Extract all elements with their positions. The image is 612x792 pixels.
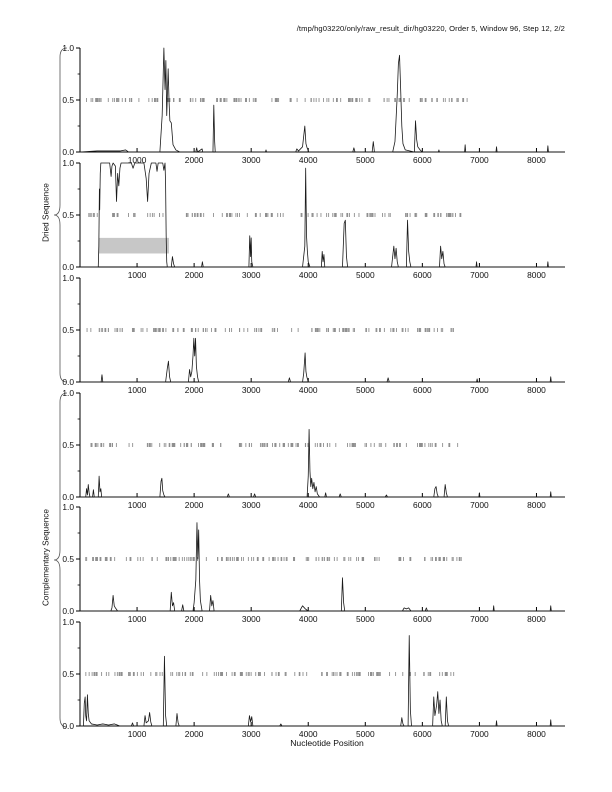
series-complementary-1 [80, 429, 565, 498]
svg-text:2000: 2000 [185, 614, 204, 624]
svg-text:8000: 8000 [527, 270, 546, 280]
svg-text:3000: 3000 [242, 729, 261, 739]
series-complementary-3 [80, 635, 565, 727]
svg-text:0.0: 0.0 [62, 262, 74, 272]
svg-text:5000: 5000 [356, 155, 375, 165]
svg-text:2000: 2000 [185, 270, 204, 280]
svg-text:1.0: 1.0 [62, 158, 74, 168]
svg-text:6000: 6000 [413, 270, 432, 280]
svg-text:8000: 8000 [527, 500, 546, 510]
svg-text:8000: 8000 [527, 155, 546, 165]
svg-text:4000: 4000 [299, 614, 318, 624]
series-complementary-2 [80, 522, 565, 612]
svg-text:3000: 3000 [242, 614, 261, 624]
svg-text:0.5: 0.5 [62, 669, 74, 679]
svg-text:1000: 1000 [128, 385, 147, 395]
svg-text:1.0: 1.0 [62, 273, 74, 283]
svg-text:3000: 3000 [242, 270, 261, 280]
group-braces [53, 47, 68, 728]
svg-text:6000: 6000 [413, 729, 432, 739]
svg-text:0.5: 0.5 [62, 440, 74, 450]
svg-text:3000: 3000 [242, 500, 261, 510]
svg-text:6000: 6000 [413, 155, 432, 165]
svg-text:5000: 5000 [356, 385, 375, 395]
svg-text:7000: 7000 [470, 614, 489, 624]
group-label-complementary-sequence: Complementary Sequence [41, 509, 51, 606]
svg-text:1000: 1000 [128, 500, 147, 510]
panel-svg-2: 1.0 0.5 0.0 1000 2000 3000 4000 5000 6000 7000 800… [62, 158, 565, 280]
panel-svg-3: 1.0 0.5 0.0 1000 2000 3000 4000 5000 6000 7000 800… [62, 273, 565, 395]
svg-text:8000: 8000 [527, 729, 546, 739]
svg-text:8000: 8000 [527, 385, 546, 395]
svg-text:4000: 4000 [299, 729, 318, 739]
svg-text:7000: 7000 [470, 385, 489, 395]
series-dried-1 [79, 47, 565, 153]
svg-text:6000: 6000 [413, 614, 432, 624]
svg-text:0.5: 0.5 [62, 325, 74, 335]
group-label-dried-sequence: Dried Sequence [41, 183, 51, 242]
series-dried-3 [80, 337, 565, 383]
svg-text:4000: 4000 [299, 155, 318, 165]
svg-text:1.0: 1.0 [62, 388, 74, 398]
svg-text:0.5: 0.5 [62, 554, 74, 564]
svg-text:7000: 7000 [470, 155, 489, 165]
svg-text:5000: 5000 [356, 500, 375, 510]
series-dried-2 [80, 162, 565, 268]
svg-text:0.0: 0.0 [62, 492, 74, 502]
svg-text:0.0: 0.0 [62, 606, 74, 616]
svg-text:1000: 1000 [128, 155, 147, 165]
svg-text:5000: 5000 [356, 614, 375, 624]
svg-text:2000: 2000 [185, 385, 204, 395]
svg-text:1000: 1000 [128, 729, 147, 739]
svg-text:4000: 4000 [299, 270, 318, 280]
svg-text:1000: 1000 [128, 270, 147, 280]
svg-text:1.0: 1.0 [62, 617, 74, 627]
svg-text:6000: 6000 [413, 385, 432, 395]
svg-text:0.5: 0.5 [62, 95, 74, 105]
svg-text:5000: 5000 [356, 270, 375, 280]
svg-text:2000: 2000 [185, 729, 204, 739]
svg-text:4000: 4000 [299, 385, 318, 395]
svg-text:0.0: 0.0 [62, 721, 74, 731]
svg-text:0.0: 0.0 [62, 377, 74, 387]
plot-title: /tmp/hg03220/only/raw_result_dir/hg03220… [296, 24, 565, 33]
panel-svg-5: 1.0 0.5 0.0 1000 2000 3000 4000 5000 6000 7000 800… [62, 502, 565, 624]
panel-svg-4: 1.0 0.5 0.0 1000 2000 3000 4000 5000 6000 7000 800… [62, 388, 565, 510]
svg-text:3000: 3000 [242, 385, 261, 395]
svg-text:1.0: 1.0 [62, 43, 74, 53]
svg-text:2000: 2000 [185, 155, 204, 165]
svg-text:4000: 4000 [299, 500, 318, 510]
svg-text:1000: 1000 [128, 614, 147, 624]
svg-text:7000: 7000 [470, 270, 489, 280]
svg-text:7000: 7000 [470, 500, 489, 510]
svg-text:0.5: 0.5 [62, 210, 74, 220]
panel-svg-1: 1.0 0.5 0.0 1000 2000 3000 4000 5000 6000 7000 800… [62, 43, 565, 165]
highlight-region [98, 237, 170, 254]
svg-text:6000: 6000 [413, 500, 432, 510]
svg-text:5000: 5000 [356, 729, 375, 739]
svg-text:0.0: 0.0 [62, 147, 74, 157]
svg-text:7000: 7000 [470, 729, 489, 739]
svg-text:8000: 8000 [527, 614, 546, 624]
panel-svg-6: 1.0 0.5 0.0 1000 2000 3000 4000 5000 6000 7000 800… [62, 617, 565, 739]
x-axis-label: Nucleotide Position [290, 738, 364, 748]
svg-text:1.0: 1.0 [62, 502, 74, 512]
svg-text:3000: 3000 [242, 155, 261, 165]
svg-text:2000: 2000 [185, 500, 204, 510]
